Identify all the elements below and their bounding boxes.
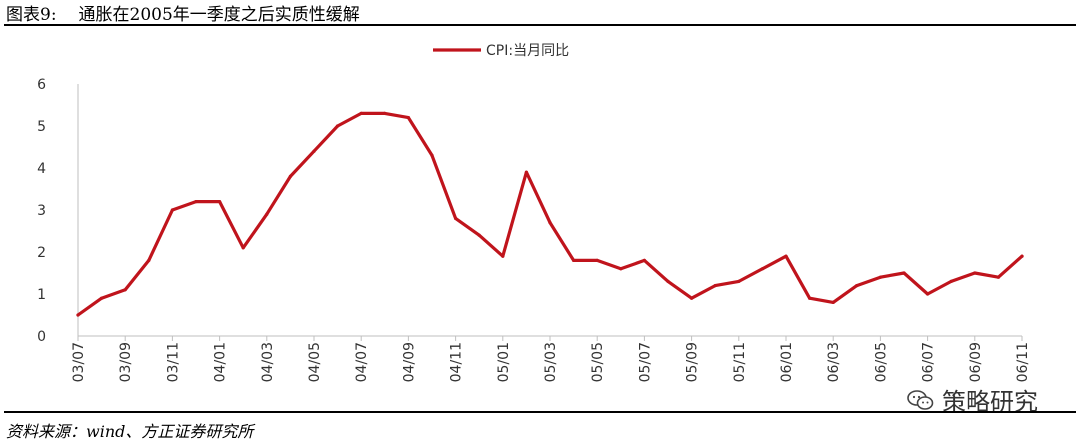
y-tick-label: 5 [37,119,46,135]
y-tick-label: 0 [37,329,46,345]
cpi-data-point [784,254,788,258]
legend-label: CPI:当月同比 [486,43,569,59]
source-note: 资料来源：wind、方正证券研究所 [6,422,254,441]
bottom-rule [4,411,1076,413]
x-tick-label: 04/11 [449,342,465,382]
cpi-data-point [878,275,883,279]
x-tick-label: 06/11 [1015,342,1031,382]
cpi-data-point [170,208,174,212]
cpi-data-point [194,200,198,204]
x-tick-label: 03/09 [118,342,134,382]
y-tick-label: 6 [37,77,46,93]
cpi-data-point [713,284,717,288]
cpi-data-point [1020,254,1024,258]
cpi-data-point [383,111,387,115]
cpi-data-point [359,111,363,115]
figure-title: 图表9: 通胀在2005年一季度之后实质性缓解 [6,0,360,25]
cpi-data-point [595,258,599,262]
x-tick-label: 06/01 [779,342,795,382]
x-tick-label: 05/03 [543,342,559,382]
x-tick-label: 05/05 [590,342,606,382]
cpi-data-point [76,313,80,317]
cpi-data-point [218,200,222,204]
x-tick-label: 03/07 [71,342,87,382]
y-tick-label: 2 [37,245,46,261]
cpi-data-point [336,124,340,128]
x-tick-label: 04/07 [354,342,370,382]
cpi-data-point [808,296,812,300]
x-tick-label: 06/07 [921,342,937,382]
cpi-data-point [666,279,670,283]
cpi-data-point [949,279,953,283]
cpi-data-point [902,271,906,275]
cpi-data-point [147,258,151,262]
x-tick-label: 06/09 [968,342,984,382]
x-tick-label: 04/01 [213,342,229,382]
y-tick-label: 1 [37,287,46,303]
x-tick-label: 05/07 [637,342,653,382]
x-tick-label: 05/01 [496,342,512,382]
figure-title-text: 通胀在2005年一季度之后实质性缓解 [78,5,360,25]
cpi-data-point [996,275,1001,279]
cpi-data-point [690,296,694,300]
cpi-series-line [76,111,1024,317]
x-tick-label: 06/05 [873,342,889,382]
x-tick-label: 03/11 [165,342,181,382]
cpi-data-point [524,170,529,174]
cpi-data-point [406,116,410,120]
x-tick-label: 05/11 [732,342,748,382]
figure-label: 图表9: [6,5,57,25]
cpi-data-point [973,271,977,275]
top-rule [4,24,1076,26]
y-tick-label: 3 [37,203,46,219]
x-tick-label: 05/09 [685,342,701,382]
cpi-data-point [737,279,741,283]
cpi-data-point [548,221,552,225]
cpi-data-point [572,258,576,262]
cpi-data-point [642,258,647,262]
cpi-data-point [265,212,269,216]
cpi-data-point [501,254,505,258]
cpi-data-point [855,284,859,288]
x-tick-label: 06/03 [826,342,842,382]
cpi-data-point [619,267,623,271]
cpi-data-point [123,288,127,292]
y-tick-label: 4 [37,161,46,177]
cpi-data-point [477,233,481,237]
x-tick-label: 04/03 [260,342,276,382]
wechat-icon [907,389,934,410]
cpi-data-point [312,149,316,153]
cpi-data-point [430,153,434,157]
cpi-data-point [760,267,765,271]
cpi-data-point [100,296,104,300]
x-tick-label: 04/05 [307,342,323,382]
cpi-data-point [831,300,835,304]
cpi-data-point [241,246,245,250]
x-tick-label: 04/09 [401,342,417,382]
cpi-data-point [454,216,458,220]
cpi-data-point [926,292,930,296]
cpi-data-point [288,174,292,178]
